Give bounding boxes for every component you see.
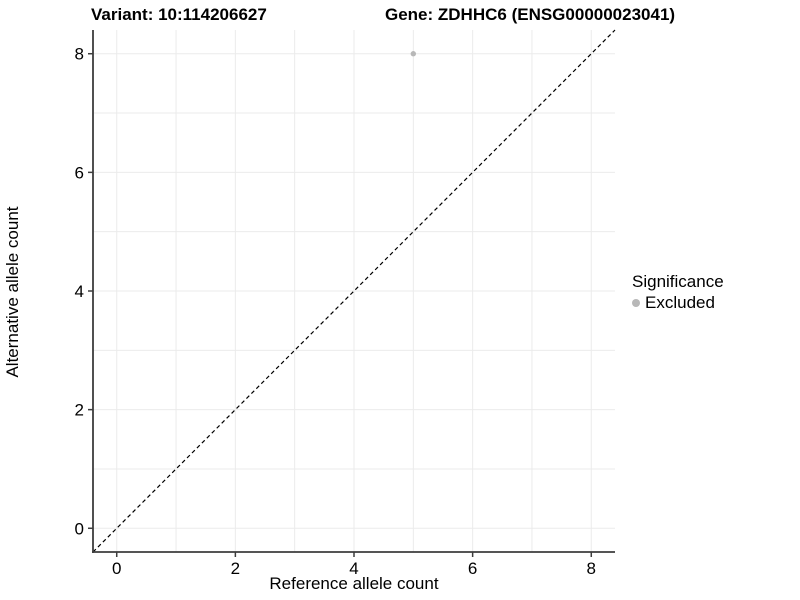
legend-item-excluded: Excluded	[632, 292, 724, 313]
y-tick-label: 8	[75, 45, 84, 64]
excluded-point-icon	[632, 298, 640, 307]
gene-title: Gene: ZDHHC6 (ENSG00000023041)	[385, 5, 676, 24]
data-point	[410, 51, 417, 57]
y-tick-label: 6	[75, 163, 84, 182]
x-tick-label: 0	[112, 559, 121, 578]
y-tick-label: 2	[75, 401, 84, 420]
x-tick-label: 2	[231, 559, 240, 578]
x-tick-label: 4	[349, 559, 358, 578]
x-tick-label: 6	[468, 559, 477, 578]
x-axis-title: Reference allele count	[269, 574, 439, 593]
y-tick-label: 4	[75, 282, 84, 301]
y-tick-label: 0	[75, 519, 84, 538]
legend-title: Significance	[632, 272, 724, 291]
x-tick-label: 8	[587, 559, 596, 578]
y-axis-title: Alternative allele count	[3, 206, 22, 378]
legend-item-label: Excluded	[645, 293, 715, 313]
legend: Significance Excluded	[632, 271, 724, 314]
variant-title: Variant: 10:114206627	[91, 5, 267, 24]
